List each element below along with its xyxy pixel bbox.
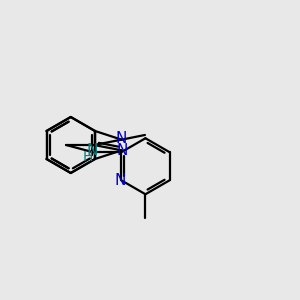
Text: N: N: [86, 143, 98, 158]
Text: N: N: [115, 173, 126, 188]
Text: N: N: [117, 143, 128, 158]
Text: H: H: [83, 150, 93, 164]
Text: N: N: [116, 131, 127, 146]
